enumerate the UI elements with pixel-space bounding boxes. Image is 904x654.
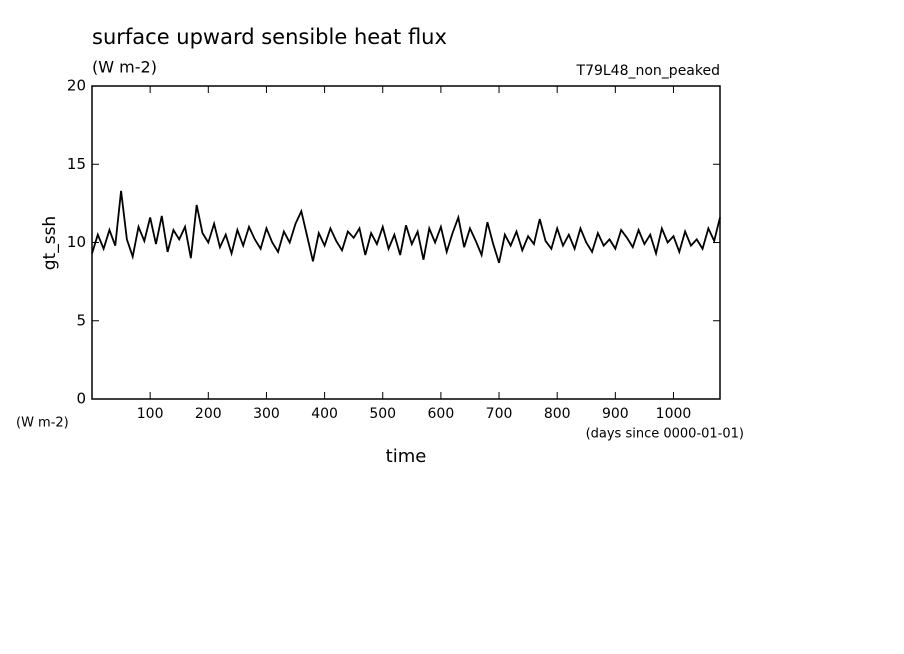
y-units: (W m-2): [16, 416, 69, 431]
chart-subtitle: (W m-2): [92, 58, 157, 77]
y-tick-label: 10: [67, 233, 86, 251]
y-axis-label: gt_ssh: [40, 216, 60, 270]
x-tick-label: 300: [253, 406, 280, 422]
x-tick-label: 800: [544, 406, 571, 422]
x-tick-label: 900: [602, 406, 629, 422]
y-tick-label: 5: [76, 311, 86, 329]
x-tick-label: 100: [137, 406, 164, 422]
x-tick-label: 400: [311, 406, 338, 422]
x-tick-label: 200: [195, 406, 222, 422]
x-axis-label: time: [386, 446, 427, 467]
y-tick-label: 0: [76, 390, 86, 408]
y-tick-label: 20: [67, 77, 86, 95]
data-line: [91, 190, 721, 264]
x-tick-label: 1000: [656, 406, 692, 422]
annotation: T79L48_non_peaked: [576, 63, 720, 79]
x-tick-label: 500: [369, 406, 396, 422]
x-tick-label: 700: [486, 406, 513, 422]
x-units: (days since 0000-01-01): [586, 427, 744, 442]
y-tick-label: 15: [67, 155, 86, 173]
x-tick-label: 600: [428, 406, 455, 422]
plot-frame: [91, 85, 721, 400]
chart-title: surface upward sensible heat flux: [92, 25, 447, 49]
